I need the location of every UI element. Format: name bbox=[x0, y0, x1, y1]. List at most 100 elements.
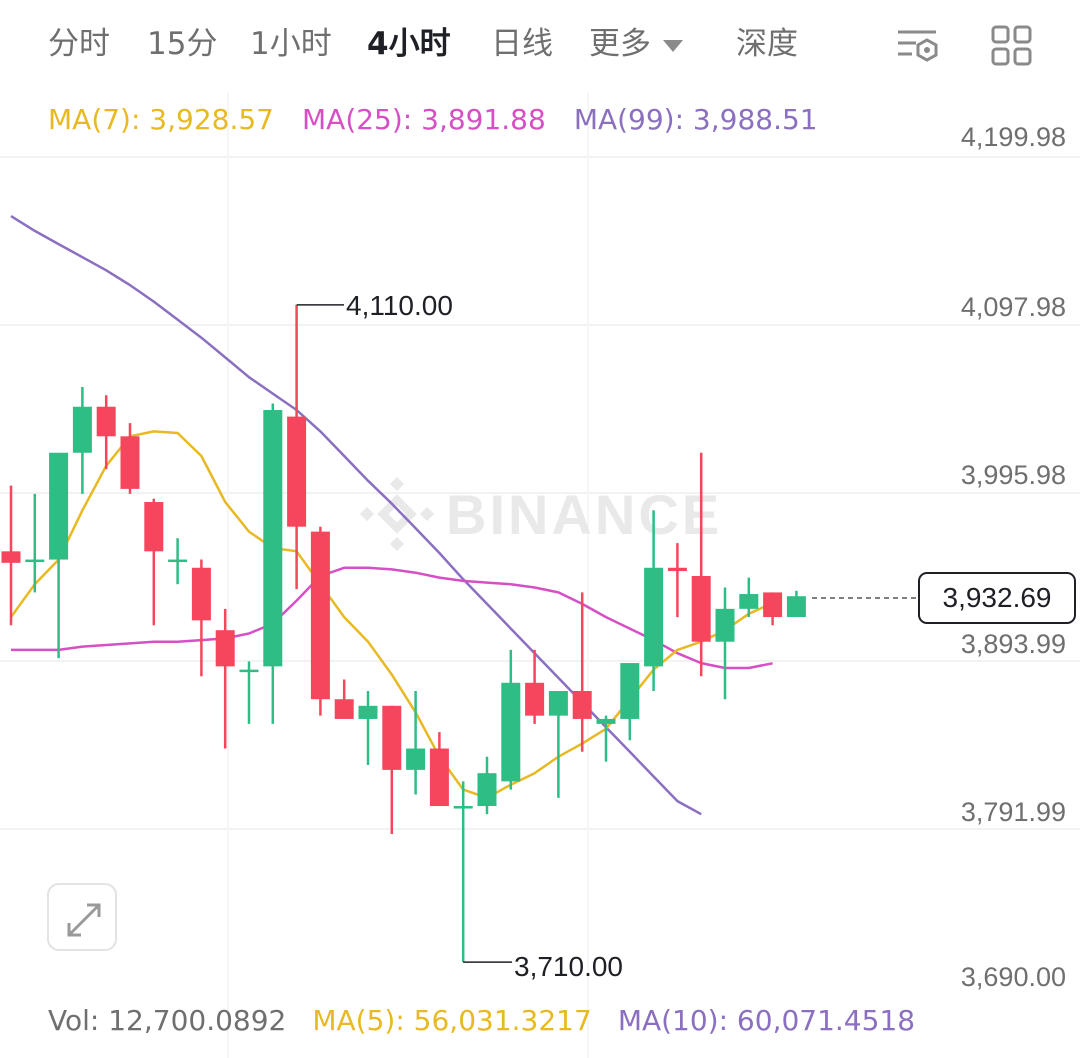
tab-daily[interactable]: 日线 bbox=[491, 26, 553, 62]
candle bbox=[501, 649, 521, 790]
binance-logo-icon bbox=[359, 476, 435, 552]
candle-body bbox=[72, 406, 92, 453]
tab-depth[interactable]: 深度 bbox=[736, 26, 798, 62]
candle bbox=[168, 538, 188, 585]
candle-body bbox=[358, 705, 378, 719]
candle bbox=[525, 649, 545, 724]
price-axis-label: 3,893.99 bbox=[960, 629, 1066, 659]
candle bbox=[334, 679, 354, 719]
candle-body bbox=[620, 663, 640, 719]
candle bbox=[239, 661, 259, 724]
candles bbox=[1, 304, 806, 963]
watermark-text: BINANCE bbox=[446, 483, 722, 546]
candle bbox=[477, 756, 497, 815]
candle-body bbox=[477, 773, 497, 807]
candle bbox=[548, 691, 568, 798]
candle bbox=[287, 304, 307, 590]
candle-body bbox=[667, 567, 687, 572]
candle bbox=[715, 587, 735, 700]
price-axis-label: 3,791.99 bbox=[960, 797, 1066, 827]
candle bbox=[72, 387, 92, 494]
candle bbox=[691, 452, 711, 677]
candle-body bbox=[382, 705, 402, 770]
tab-15m[interactable]: 15分 bbox=[147, 26, 218, 62]
price-axis-label: 3,995.98 bbox=[960, 460, 1066, 490]
price-axis-label: 4,199.98 bbox=[960, 122, 1066, 152]
ma99-value: MA(99): 3,988.51 bbox=[573, 103, 818, 136]
candle-body bbox=[215, 630, 235, 667]
candle bbox=[191, 559, 211, 677]
ma7-value: MA(7): 3,928.57 bbox=[48, 103, 274, 136]
candle-body bbox=[263, 410, 283, 667]
tab-more[interactable]: 更多 bbox=[589, 22, 683, 66]
candle bbox=[1, 485, 21, 626]
candle-body bbox=[96, 406, 116, 437]
price-ma-legend: MA(7): 3,928.57 MA(25): 3,891.88 MA(99): 3… bbox=[48, 103, 846, 136]
candle-body bbox=[525, 682, 545, 716]
candle-body bbox=[596, 718, 616, 724]
candle-body bbox=[239, 669, 259, 673]
candle-body bbox=[548, 691, 568, 716]
candle-body bbox=[691, 575, 711, 642]
candle-body bbox=[786, 596, 806, 618]
price-axis-label: 3,690.00 bbox=[960, 962, 1066, 992]
ma7-line bbox=[9, 430, 774, 800]
current-price-badge: 3,932.69 bbox=[918, 572, 1076, 624]
candle bbox=[620, 663, 640, 741]
candle-body bbox=[310, 531, 330, 700]
chevron-down-icon bbox=[663, 39, 683, 52]
candle bbox=[49, 452, 69, 659]
low-price-annotation: 3,710.00 bbox=[514, 951, 623, 982]
candle-body bbox=[25, 559, 45, 563]
grid-layout-icon[interactable] bbox=[990, 24, 1034, 68]
candle bbox=[596, 715, 616, 762]
candle-body bbox=[501, 682, 521, 782]
candle-body bbox=[120, 436, 140, 489]
candle bbox=[263, 403, 283, 724]
chart-grid bbox=[0, 92, 1080, 1058]
price-axis-label: 4,097.98 bbox=[960, 292, 1066, 322]
candle bbox=[667, 543, 687, 618]
candle bbox=[96, 395, 116, 470]
candle bbox=[215, 608, 235, 749]
ma25-value: MA(25): 3,891.88 bbox=[302, 103, 546, 136]
tab-4h[interactable]: 4小时 bbox=[367, 26, 451, 62]
candle-body bbox=[144, 502, 164, 552]
volume-ma5-value: MA(5): 56,031.3217 bbox=[312, 1004, 592, 1037]
candle-body bbox=[168, 559, 188, 563]
candle bbox=[406, 691, 426, 795]
candle bbox=[739, 577, 759, 618]
binance-watermark: BINANCE bbox=[359, 476, 722, 552]
volume-legend: Vol: 12,700.0892 MA(5): 56,031.3217 MA(10)… bbox=[48, 1004, 941, 1037]
expand-arrows-icon bbox=[67, 903, 101, 937]
candle-body bbox=[453, 806, 473, 809]
fullscreen-expand-button[interactable] bbox=[47, 883, 117, 951]
candle bbox=[382, 705, 402, 834]
candle-body bbox=[406, 748, 426, 770]
candle-body bbox=[334, 699, 354, 719]
indicator-settings-icon[interactable] bbox=[896, 24, 940, 68]
candle-body bbox=[763, 592, 783, 618]
candle bbox=[25, 493, 45, 593]
candle bbox=[572, 592, 592, 752]
candle-body bbox=[287, 416, 307, 527]
tab-more-label: 更多 bbox=[589, 26, 651, 62]
candle bbox=[358, 691, 378, 765]
tab-time-share[interactable]: 分时 bbox=[48, 26, 110, 62]
candle bbox=[144, 498, 164, 626]
high-price-annotation: 4,110.00 bbox=[346, 290, 453, 321]
candle-body bbox=[644, 567, 664, 667]
candle bbox=[763, 592, 783, 626]
candle bbox=[644, 510, 664, 692]
tab-1h[interactable]: 1小时 bbox=[250, 26, 332, 62]
candle-body bbox=[49, 452, 69, 560]
candle-body bbox=[429, 748, 449, 807]
annotation-lines bbox=[296, 304, 512, 963]
candle bbox=[310, 526, 330, 716]
candle-body bbox=[715, 608, 735, 642]
candle-body bbox=[739, 594, 759, 609]
candle-body bbox=[1, 551, 21, 563]
volume-ma10-value: MA(10): 60,071.4518 bbox=[617, 1004, 916, 1037]
candle-body bbox=[191, 567, 211, 621]
